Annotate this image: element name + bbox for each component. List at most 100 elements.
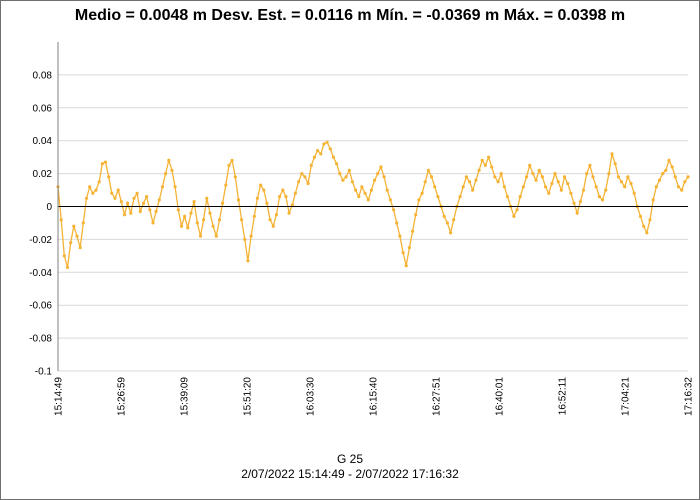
- data-point: [344, 175, 348, 179]
- data-point: [404, 264, 408, 268]
- data-point: [480, 158, 484, 162]
- series-layer: [56, 140, 690, 269]
- data-point: [173, 185, 177, 189]
- data-point: [122, 213, 127, 217]
- data-point: [436, 195, 440, 199]
- data-point: [392, 208, 396, 212]
- data-point: [512, 214, 516, 218]
- data-point: [449, 231, 453, 235]
- data-point: [160, 185, 165, 189]
- data-point: [81, 221, 85, 225]
- data-point: [335, 162, 339, 166]
- data-point: [278, 195, 282, 199]
- data-point: [287, 211, 291, 215]
- data-point: [176, 208, 180, 212]
- data-point: [211, 224, 215, 228]
- data-point: [670, 165, 674, 169]
- data-point: [252, 214, 256, 218]
- data-point: [284, 195, 288, 199]
- x-tick-label: 15:39:09: [180, 377, 191, 416]
- x-tick-label: 16:52:11: [558, 377, 569, 416]
- data-point: [629, 181, 633, 186]
- data-point: [616, 175, 621, 179]
- data-point: [632, 191, 636, 195]
- data-point: [588, 163, 592, 167]
- data-point: [94, 188, 98, 192]
- data-point: [414, 213, 418, 217]
- data-point: [531, 172, 535, 176]
- data-point: [651, 198, 655, 202]
- data-point: [471, 188, 475, 192]
- data-point: [562, 175, 567, 179]
- data-point: [487, 155, 491, 159]
- data-point: [676, 185, 681, 189]
- data-point: [126, 201, 130, 205]
- data-point: [626, 175, 630, 179]
- data-point: [604, 188, 608, 192]
- data-point: [423, 180, 427, 184]
- data-point: [100, 162, 104, 166]
- data-point: [224, 183, 228, 187]
- data-point: [113, 196, 117, 200]
- data-point: [369, 188, 373, 192]
- data-point: [65, 265, 70, 269]
- data-point: [274, 213, 278, 217]
- data-point: [363, 191, 367, 195]
- data-point: [661, 172, 665, 176]
- data-point: [585, 172, 589, 176]
- data-point: [69, 241, 73, 245]
- data-point: [221, 201, 225, 205]
- y-tick-label: 0.02: [33, 169, 53, 180]
- data-point: [119, 200, 123, 204]
- data-point: [664, 168, 668, 172]
- data-point: [259, 183, 263, 187]
- data-point: [293, 191, 297, 195]
- y-tick-label: -0.1: [35, 367, 53, 378]
- data-point: [610, 152, 614, 156]
- data-point: [157, 198, 161, 202]
- data-point: [195, 221, 199, 225]
- data-point: [328, 147, 332, 151]
- data-point: [398, 234, 402, 238]
- data-point: [556, 180, 560, 184]
- data-point: [59, 218, 63, 222]
- data-point: [591, 175, 595, 179]
- x-tick-label: 17:16:32: [684, 377, 695, 416]
- data-point: [347, 168, 351, 172]
- data-point: [680, 188, 684, 192]
- series-line: [57, 141, 689, 268]
- data-point: [483, 163, 487, 167]
- data-point: [534, 178, 538, 182]
- data-point: [575, 211, 579, 215]
- data-point: [192, 200, 196, 204]
- data-point: [385, 188, 389, 192]
- x-tick-label: 16:40:01: [495, 377, 506, 416]
- data-point: [306, 181, 310, 186]
- y-tick-label: -0.08: [29, 334, 52, 345]
- data-point: [502, 185, 506, 189]
- data-point: [316, 149, 320, 153]
- data-point: [88, 185, 92, 189]
- data-point: [243, 237, 247, 241]
- data-point: [686, 175, 690, 179]
- data-point: [607, 172, 611, 176]
- data-point: [341, 178, 345, 182]
- data-point: [528, 163, 532, 167]
- data-point: [227, 163, 231, 167]
- data-point: [597, 195, 602, 199]
- data-point: [360, 185, 364, 189]
- y-tick-label: 0: [46, 202, 52, 213]
- data-point: [569, 191, 573, 195]
- data-point: [540, 175, 545, 179]
- gridlines: [58, 74, 688, 372]
- data-point: [566, 181, 570, 186]
- data-point: [420, 191, 424, 195]
- data-point: [550, 181, 554, 186]
- data-point: [338, 172, 342, 176]
- data-point: [281, 188, 285, 192]
- data-point: [572, 201, 576, 205]
- data-point: [325, 140, 329, 144]
- data-point: [623, 185, 627, 189]
- data-point: [300, 172, 304, 176]
